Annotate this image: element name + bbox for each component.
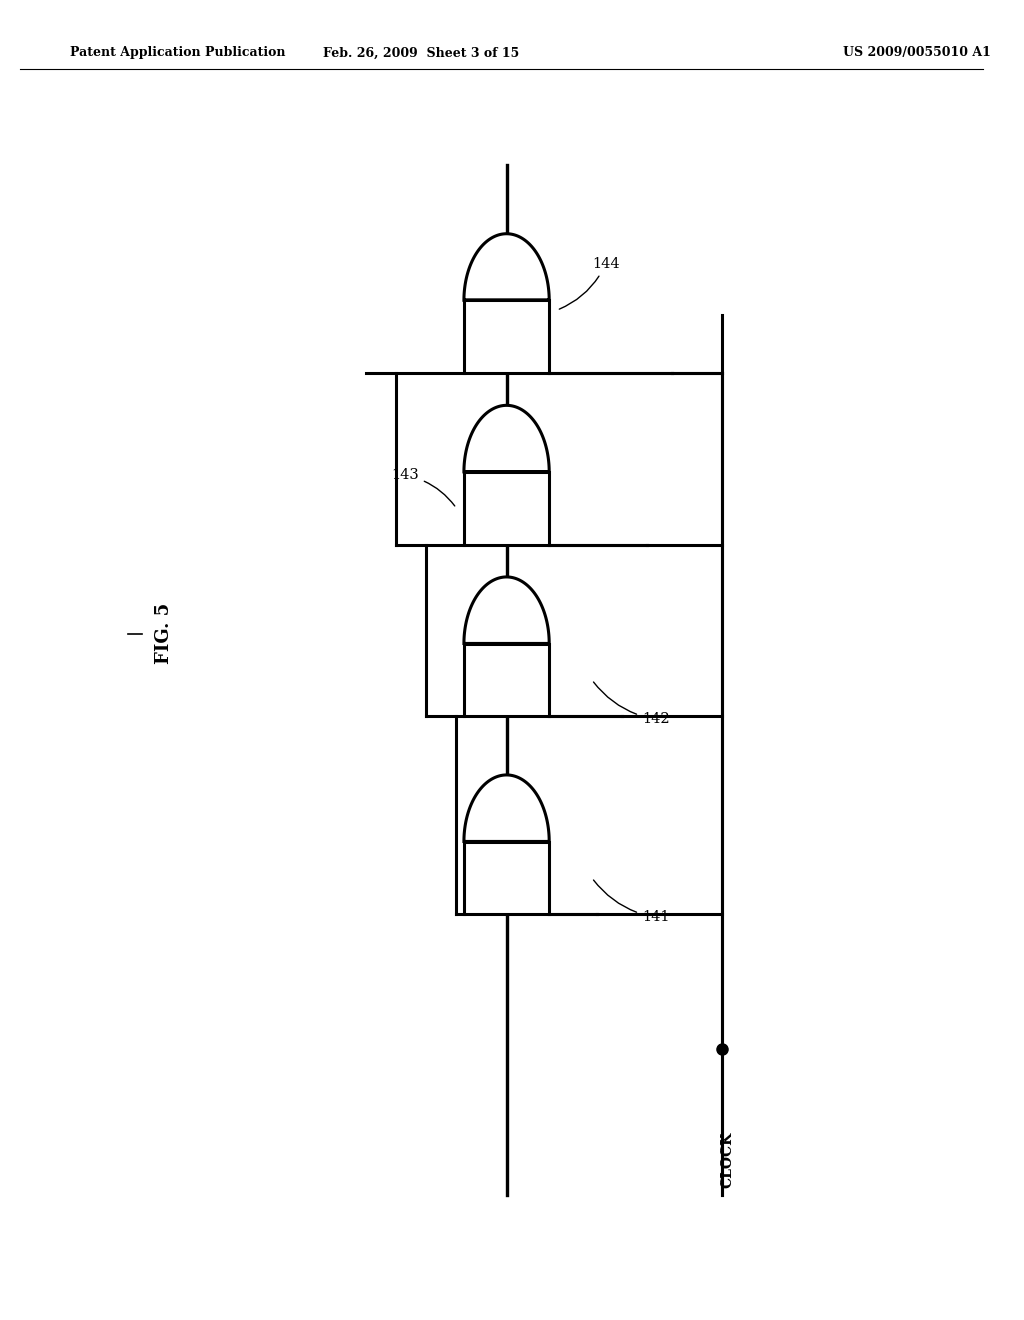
- Text: 142: 142: [594, 682, 670, 726]
- Text: Feb. 26, 2009  Sheet 3 of 15: Feb. 26, 2009 Sheet 3 of 15: [324, 46, 519, 59]
- Polygon shape: [464, 577, 549, 644]
- Bar: [464, 842, 549, 913]
- Bar: [464, 644, 549, 715]
- Text: CLOCK: CLOCK: [720, 1131, 734, 1188]
- Text: 141: 141: [594, 880, 670, 924]
- Bar: [464, 471, 549, 544]
- Text: FIG. 5: FIG. 5: [156, 603, 173, 664]
- Text: 143: 143: [391, 469, 455, 506]
- Bar: [464, 300, 549, 372]
- Text: US 2009/0055010 A1: US 2009/0055010 A1: [843, 46, 990, 59]
- Text: Patent Application Publication: Patent Application Publication: [71, 46, 286, 59]
- Polygon shape: [464, 775, 549, 842]
- Text: 144: 144: [559, 257, 620, 309]
- Polygon shape: [464, 234, 549, 301]
- Polygon shape: [464, 405, 549, 473]
